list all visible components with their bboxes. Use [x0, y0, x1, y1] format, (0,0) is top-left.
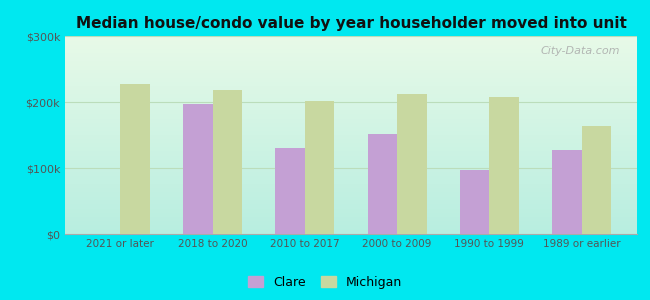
Bar — [397, 94, 426, 234]
Bar — [120, 83, 150, 234]
Legend: Clare, Michigan: Clare, Michigan — [243, 271, 407, 294]
Bar — [276, 148, 305, 234]
Bar — [489, 98, 519, 234]
Bar — [305, 101, 334, 234]
Text: City-Data.com: City-Data.com — [540, 46, 620, 56]
Bar — [552, 149, 582, 234]
Title: Median house/condo value by year householder moved into unit: Median house/condo value by year househo… — [75, 16, 627, 31]
Bar — [183, 104, 213, 234]
Bar — [582, 126, 611, 234]
Bar — [460, 170, 489, 234]
Bar — [368, 134, 397, 234]
Bar — [213, 90, 242, 234]
